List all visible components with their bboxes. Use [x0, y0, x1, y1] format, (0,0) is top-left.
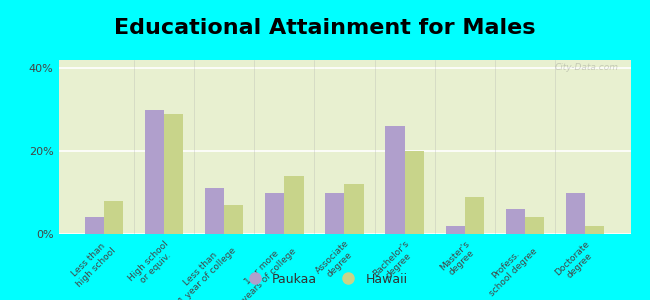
Bar — [325, 193, 344, 234]
Bar — [164, 114, 183, 234]
Bar — [205, 188, 224, 234]
Bar — [506, 209, 525, 234]
Text: Educational Attainment for Males: Educational Attainment for Males — [114, 18, 536, 38]
Text: City-Data.com: City-Data.com — [555, 64, 619, 73]
Bar — [265, 193, 284, 234]
Bar — [465, 197, 484, 234]
Bar — [104, 201, 123, 234]
Bar — [145, 110, 164, 234]
Bar — [566, 193, 585, 234]
Bar — [446, 226, 465, 234]
Bar — [385, 126, 405, 234]
Bar — [585, 226, 604, 234]
Bar — [344, 184, 364, 234]
Bar — [405, 151, 424, 234]
Bar — [224, 205, 243, 234]
Bar — [525, 218, 544, 234]
Bar — [284, 176, 304, 234]
Legend: Paukaa, Hawaii: Paukaa, Hawaii — [237, 268, 413, 291]
Bar — [84, 218, 104, 234]
